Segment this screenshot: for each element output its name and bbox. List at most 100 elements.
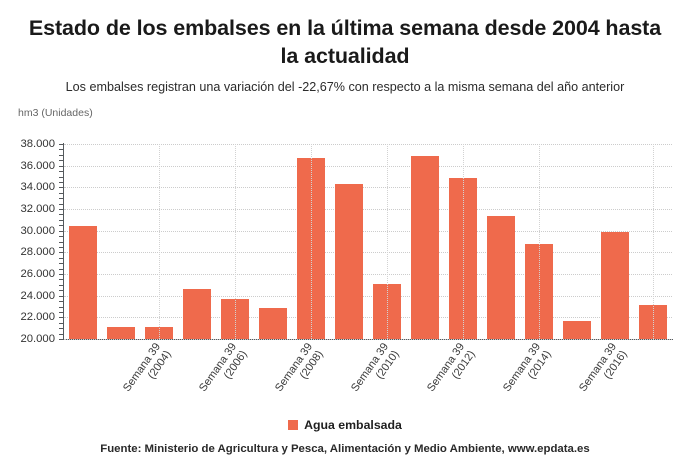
y-axis-minor-tick [59,311,64,313]
y-axis-units-label: hm3 (Unidades) [18,107,93,119]
plot-area [64,144,672,340]
y-axis-minor-tick [59,268,64,270]
gridline-horizontal [64,230,672,232]
y-axis-tick-label: 38.000 [20,138,55,150]
gridline-horizontal [64,144,672,145]
chart-legend[interactable]: Agua embalsada [0,418,690,432]
y-axis-minor-tick [59,230,64,232]
y-axis-minor-tick [59,328,64,330]
gridline-vertical [235,144,236,339]
chart-subtitle: Los embalses registran una variación del… [65,79,625,94]
y-axis-minor-tick [59,165,64,167]
bar[interactable] [410,155,440,339]
y-axis-minor-tick [59,284,64,286]
gridline-horizontal [64,295,672,297]
y-axis-minor-tick [59,306,64,308]
y-axis-minor-tick [59,246,64,248]
y-axis-tick-label: 22.000 [20,311,55,324]
gridline-vertical [159,144,160,339]
bar[interactable] [372,283,402,339]
y-axis-minor-tick [59,301,64,303]
bar[interactable] [486,215,516,339]
y-axis-minor-tick [59,295,64,297]
chart-title: Estado de los embalses en la última sema… [28,16,662,69]
x-axis-tick-label: Semana 39 (2004) [121,341,174,402]
y-axis-minor-tick [59,149,64,151]
gridline-horizontal [64,165,672,167]
y-axis-minor-tick [59,225,64,227]
x-axis-tick-labels: Semana 39 (2004) Semana 39 (2006) Semana 39(… [64,341,672,421]
gridline-vertical [539,144,540,339]
y-axis-tick-label: 34.000 [20,181,55,194]
y-axis-minor-tick [59,333,64,335]
gridline-horizontal [64,252,672,254]
y-axis-minor-tick [59,214,64,216]
gridline-horizontal [64,317,672,319]
x-axis-tick-label: Semana 39 (2014) [501,341,554,402]
y-axis-minor-tick [59,192,64,194]
y-axis-minor-tick [59,176,64,178]
gridline-vertical [387,144,388,339]
bar[interactable] [334,183,364,339]
bar[interactable] [524,244,554,339]
y-axis-minor-tick [59,198,64,200]
x-axis-tick-label: Semana 39 (2012) [425,341,478,402]
y-axis-minor-tick [59,171,64,173]
gridline-horizontal [64,187,672,189]
y-axis-tick-labels: 20.000 22.000 24.000 26.000 28.000 30.000 32.0… [0,0,55,465]
legend-color-swatch [288,420,299,430]
y-axis-minor-tick [59,257,64,259]
y-axis-minor-tick [59,263,64,265]
y-axis-tick-label: 28.000 [20,246,55,259]
y-axis-minor-tick [59,160,64,162]
bar[interactable] [562,320,592,339]
x-axis-tick-label: Semana 39 (2006) [197,341,250,402]
y-axis-minor-tick [59,317,64,319]
bar[interactable] [68,226,98,339]
x-axis-tick-label: Semana 39 (2010) [349,341,402,402]
gridline-vertical [463,144,464,339]
y-axis-minor-tick [59,154,64,156]
y-axis-minor-tick [59,339,64,340]
y-axis-minor-tick [59,279,64,281]
y-axis-minor-tick [59,203,64,205]
y-axis-tick-label: 24.000 [20,289,55,302]
y-axis-tick-label: 32.000 [20,203,55,215]
y-axis-minor-tick [59,187,64,189]
y-axis-minor-tick [59,274,64,275]
bar[interactable] [182,289,212,339]
y-axis-minor-tick [59,290,64,292]
y-axis-tick-label: 30.000 [20,224,55,237]
gridline-vertical [653,144,654,339]
y-axis-minor-tick [59,236,64,238]
title-block: Estado de los embalses en la última sema… [0,0,690,95]
bar[interactable] [144,327,174,339]
gridline-horizontal [64,209,672,210]
y-axis-minor-tick [59,144,64,145]
bar[interactable] [638,305,668,339]
bar[interactable] [448,178,478,339]
gridline-vertical [311,144,312,339]
bar[interactable] [220,299,250,339]
gridline-horizontal [64,339,672,340]
x-axis-tick-label: Semana 39 (2008) [273,341,326,402]
y-axis-minor-tick [59,322,64,324]
bar[interactable] [106,327,136,339]
gridline-horizontal [64,274,672,275]
bar[interactable] [258,307,288,339]
y-axis-tick-label: 26.000 [20,268,55,280]
bar[interactable] [600,232,630,339]
bar[interactable] [296,158,326,339]
y-axis-minor-tick [59,241,64,243]
y-axis-minor-tick [59,181,64,183]
y-axis-minor-tick [59,252,64,254]
y-axis-tick-label: 36.000 [20,159,55,172]
source-footer: Fuente: Ministerio de Agricultura y Pesc… [100,443,590,455]
x-axis-tick-label: Semana 39 (2016) [577,341,630,402]
legend-item-label: Agua embalsada [304,418,402,432]
y-axis-minor-tick [59,219,64,221]
y-axis-minor-tick [59,209,64,210]
y-axis-tick-label: 20.000 [20,333,55,345]
